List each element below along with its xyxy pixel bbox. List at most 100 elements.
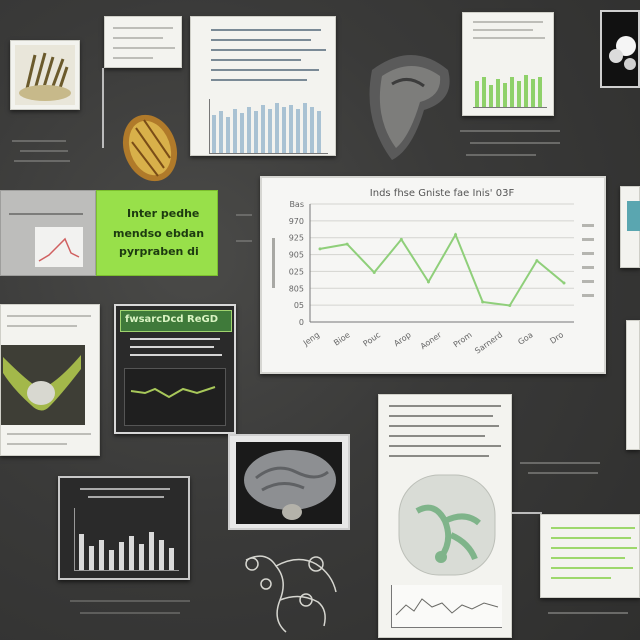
board-scribble [548, 612, 628, 614]
board-scribble [528, 472, 598, 474]
data-point [345, 242, 349, 246]
tall-document-card [378, 394, 512, 638]
bar [109, 550, 114, 570]
flower-illustration [602, 12, 638, 86]
board-scribble [14, 160, 70, 162]
panel-graph [124, 368, 226, 426]
bar [169, 548, 174, 570]
board-scribble [12, 140, 66, 142]
board-scribble [20, 150, 68, 152]
text-line [211, 29, 321, 31]
text-line [551, 527, 635, 529]
data-point [481, 300, 485, 304]
data-point [426, 280, 430, 284]
right-axis-mark [582, 238, 594, 241]
green-bar-chart-card [462, 12, 554, 116]
data-point [562, 281, 566, 285]
board-scribble [70, 600, 190, 602]
right-axis-mark [582, 224, 594, 227]
y-tick-label: 925 [289, 234, 304, 243]
text-line [130, 354, 222, 356]
teal-block [627, 201, 640, 231]
bar [482, 77, 486, 107]
seed-pod-illustration [122, 114, 178, 182]
note-line-1: Inter pedhe [127, 207, 200, 220]
y-tick-label: 805 [289, 284, 304, 293]
y-tick-label: Bas [289, 200, 304, 209]
y-tick-label: 025 [289, 267, 304, 276]
bar [538, 77, 542, 107]
organ-illustration [236, 442, 342, 524]
text-line [130, 346, 214, 348]
bar [212, 115, 216, 153]
note-line-2: mendso ebdan [113, 227, 205, 240]
text-line [551, 577, 611, 579]
bar [510, 77, 514, 107]
board-scribble [520, 462, 600, 464]
shell-object-illustration [369, 55, 450, 160]
text-line [211, 39, 311, 41]
bar [275, 103, 279, 153]
x-tick-label: Jeng [301, 330, 321, 348]
mini-green-bars [473, 69, 547, 108]
mini-line-plot [38, 237, 80, 262]
root-sketch-illustration [245, 555, 337, 633]
x-tick-label: Dro [548, 330, 565, 346]
right-edge-card [620, 186, 640, 268]
right-edge-card-2 [626, 320, 640, 450]
data-point [535, 259, 539, 263]
text-line [211, 79, 307, 81]
text-line [389, 425, 499, 427]
text-line [389, 415, 493, 417]
plant-photo-card [10, 40, 80, 110]
bar [233, 109, 237, 153]
report-bar-chart-card [190, 16, 336, 156]
note-line-3: pyrpraben di [119, 245, 199, 258]
panel-header: fwsarcDcd ReGD [120, 310, 232, 332]
bar [240, 113, 244, 153]
text-line [551, 537, 631, 539]
board-scribble [236, 240, 252, 242]
bar [89, 546, 94, 570]
pin-string [102, 68, 104, 148]
panel-line-plot [130, 386, 216, 399]
data-point [318, 247, 322, 251]
mini-bar-chart [209, 99, 328, 154]
organ-photo-card [228, 434, 350, 530]
series-line [319, 232, 565, 307]
text-line [211, 49, 326, 51]
text-line [211, 59, 301, 61]
board-scribble [80, 612, 180, 614]
y-tick-label: 05 [294, 301, 304, 310]
doc-line-plot [395, 598, 499, 616]
text-line [389, 435, 485, 437]
dark-monitor-panel: fwsarcDcd ReGD [114, 304, 236, 434]
board-scribble [460, 130, 560, 132]
right-axis-mark [582, 294, 594, 297]
bar [496, 79, 500, 107]
bar [99, 540, 104, 570]
bar [282, 107, 286, 153]
right-axis-mark [582, 280, 594, 283]
bar [119, 542, 124, 570]
text-line [9, 213, 83, 215]
text-line [551, 547, 637, 549]
text-line [113, 47, 175, 49]
y-tick-label: 970 [289, 217, 304, 226]
text-line [473, 21, 543, 23]
text-line [7, 315, 91, 317]
board-scribble [236, 214, 252, 216]
x-tick-label: Aoner [419, 330, 444, 351]
text-line [113, 57, 153, 59]
data-point [372, 270, 376, 274]
bar [79, 534, 84, 570]
mini-line-chart [35, 227, 83, 267]
x-tick-label: Prom [452, 330, 474, 349]
text-line [7, 433, 91, 435]
chart-title: Inds fhse Gniste fae Inis' 03F [370, 188, 515, 199]
flask-illustration [398, 474, 496, 576]
text-line [80, 488, 170, 490]
data-point [399, 237, 403, 241]
text-line [551, 557, 625, 559]
green-sticky-note: Inter pedhe mendso ebdan pyrpraben di [96, 190, 218, 276]
